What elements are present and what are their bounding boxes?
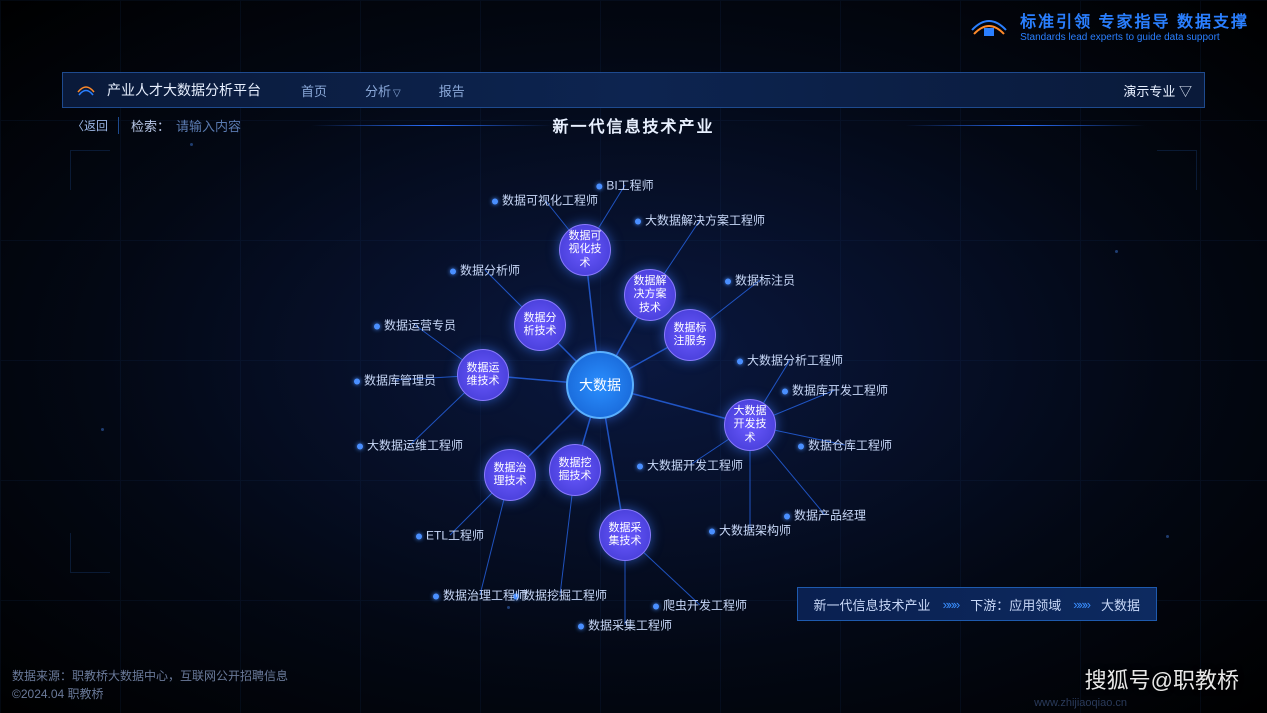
node-leaf[interactable]: 数据库开发工程师 <box>782 382 888 399</box>
logo-icon <box>968 8 1010 45</box>
breadcrumb[interactable]: 新一代信息技术产业 »»» 下游：应用领域 »»» 大数据 <box>797 587 1157 621</box>
nav-report[interactable]: 报告 <box>439 81 465 100</box>
node-mid[interactable]: 数据采 集技术 <box>599 509 651 561</box>
nav-demo[interactable]: 演示专业 ▽ <box>1123 81 1192 100</box>
logo-text-cn: 标准引领 专家指导 数据支撑 <box>1020 14 1249 31</box>
footer: 数据来源：职教桥大数据中心，互联网公开招聘信息 ©2024.04 职教桥 <box>12 667 288 703</box>
search-label: 检索： <box>131 116 170 135</box>
node-leaf[interactable]: 数据采集工程师 <box>578 617 672 634</box>
logo-text-en: Standards lead experts to guide data sup… <box>1020 32 1249 43</box>
node-mid[interactable]: 数据治 理技术 <box>484 449 536 501</box>
subbar: 〈返回 检索： 请输入内容 新一代信息技术产业 <box>62 110 1205 140</box>
topbar: 产业人才大数据分析平台 首页 分析▽ 报告 演示专业 ▽ <box>62 72 1205 108</box>
chevron-down-icon: ▽ <box>1179 84 1192 99</box>
node-leaf[interactable]: 大数据分析工程师 <box>737 352 843 369</box>
crumb-3[interactable]: 大数据 <box>1101 595 1140 614</box>
brand-icon <box>75 79 97 101</box>
network-canvas: 大数据数据可 视化技 术数据解 决方案 技术数据标 注服务大数据 开发技 术数据… <box>0 140 1267 633</box>
node-leaf[interactable]: 数据挖掘工程师 <box>513 587 607 604</box>
node-leaf[interactable]: 大数据架构师 <box>709 522 791 539</box>
arrow-icon: »»» <box>943 597 959 612</box>
search-input[interactable]: 请输入内容 <box>176 116 241 135</box>
node-leaf[interactable]: 数据可视化工程师 <box>492 192 598 209</box>
footer-source: 数据来源：职教桥大数据中心，互联网公开招聘信息 <box>12 667 288 685</box>
chevron-down-icon: ▽ <box>393 88 401 99</box>
node-mid[interactable]: 数据解 决方案 技术 <box>624 269 676 321</box>
node-leaf[interactable]: BI工程师 <box>596 177 653 194</box>
node-leaf[interactable]: 数据分析师 <box>450 262 520 279</box>
nav-home[interactable]: 首页 <box>301 81 327 100</box>
node-leaf[interactable]: 数据标注员 <box>725 272 795 289</box>
page-title: 新一代信息技术产业 <box>552 113 714 137</box>
node-leaf[interactable]: 数据仓库工程师 <box>798 437 892 454</box>
footer-copyright: ©2024.04 职教桥 <box>12 685 288 703</box>
nav-analysis[interactable]: 分析▽ <box>365 81 401 100</box>
node-leaf[interactable]: 大数据运维工程师 <box>357 437 463 454</box>
crumb-2[interactable]: 下游：应用领域 <box>970 595 1061 614</box>
node-mid[interactable]: 数据挖 掘技术 <box>549 444 601 496</box>
brand-title: 产业人才大数据分析平台 <box>107 80 261 100</box>
logo: 标准引领 专家指导 数据支撑 Standards lead experts to… <box>968 8 1249 45</box>
watermark-url: www.zhijiaoqiao.cn <box>1034 697 1127 709</box>
node-mid[interactable]: 数据标 注服务 <box>664 309 716 361</box>
crumb-1[interactable]: 新一代信息技术产业 <box>814 595 931 614</box>
node-leaf[interactable]: 数据产品经理 <box>784 507 866 524</box>
node-leaf[interactable]: 大数据解决方案工程师 <box>635 212 765 229</box>
arrow-icon: »»» <box>1073 597 1089 612</box>
node-leaf[interactable]: 爬虫开发工程师 <box>653 597 747 614</box>
node-center[interactable]: 大数据 <box>566 351 634 419</box>
node-mid[interactable]: 数据运 维技术 <box>457 349 509 401</box>
watermark: 搜狐号@职教桥 <box>1085 663 1239 695</box>
node-leaf[interactable]: 数据库管理员 <box>354 372 436 389</box>
node-mid[interactable]: 数据分 析技术 <box>514 299 566 351</box>
node-leaf[interactable]: 大数据开发工程师 <box>637 457 743 474</box>
back-button[interactable]: 〈返回 <box>62 117 119 134</box>
node-mid[interactable]: 数据可 视化技 术 <box>559 224 611 276</box>
node-leaf[interactable]: 数据治理工程师 <box>433 587 527 604</box>
node-leaf[interactable]: 数据运营专员 <box>374 317 456 334</box>
node-leaf[interactable]: ETL工程师 <box>416 527 484 544</box>
node-mid[interactable]: 大数据 开发技 术 <box>724 399 776 451</box>
